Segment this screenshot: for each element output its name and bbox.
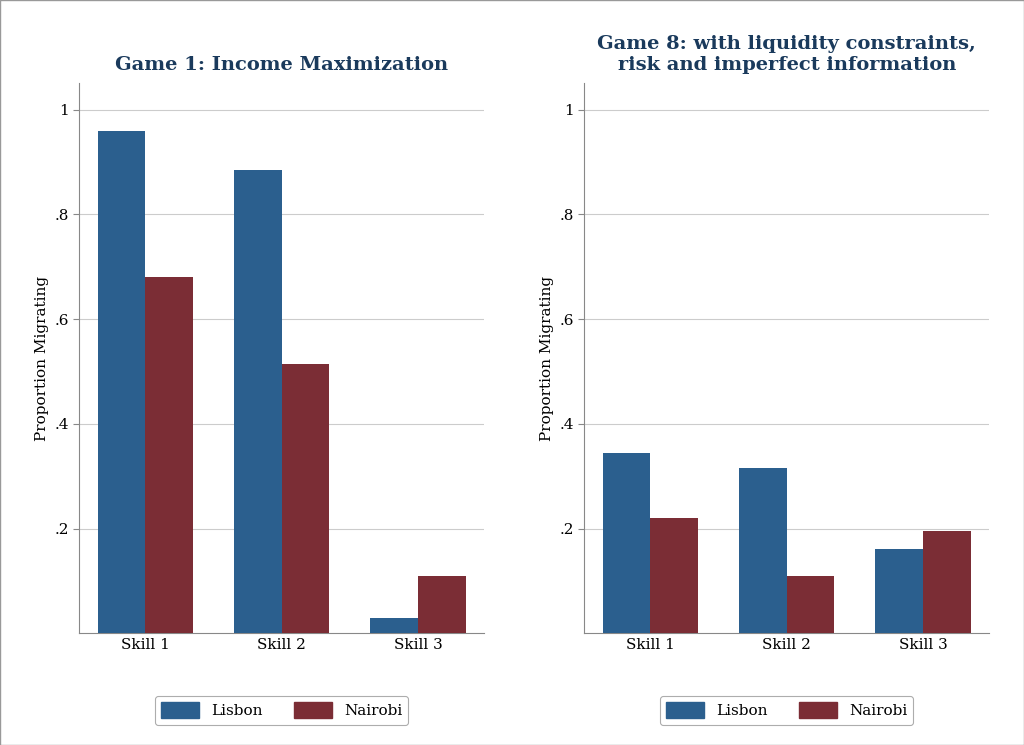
Bar bbox=[924, 531, 971, 633]
Bar bbox=[786, 576, 835, 633]
Y-axis label: Proportion Migrating: Proportion Migrating bbox=[540, 276, 554, 441]
Bar bbox=[97, 130, 145, 633]
Bar bbox=[739, 469, 786, 633]
Bar bbox=[371, 618, 418, 633]
Title: Game 8: with liquidity constraints,
risk and imperfect information: Game 8: with liquidity constraints, risk… bbox=[597, 35, 976, 74]
Bar bbox=[418, 576, 466, 633]
Bar bbox=[876, 550, 924, 633]
Legend: Lisbon, Nairobi: Lisbon, Nairobi bbox=[155, 697, 409, 725]
Bar bbox=[282, 364, 330, 633]
Bar bbox=[650, 518, 698, 633]
Bar bbox=[603, 453, 650, 633]
Title: Game 1: Income Maximization: Game 1: Income Maximization bbox=[115, 56, 449, 74]
Bar bbox=[145, 277, 194, 633]
Legend: Lisbon, Nairobi: Lisbon, Nairobi bbox=[660, 697, 913, 725]
Y-axis label: Proportion Migrating: Proportion Migrating bbox=[35, 276, 49, 441]
Bar bbox=[233, 170, 282, 633]
